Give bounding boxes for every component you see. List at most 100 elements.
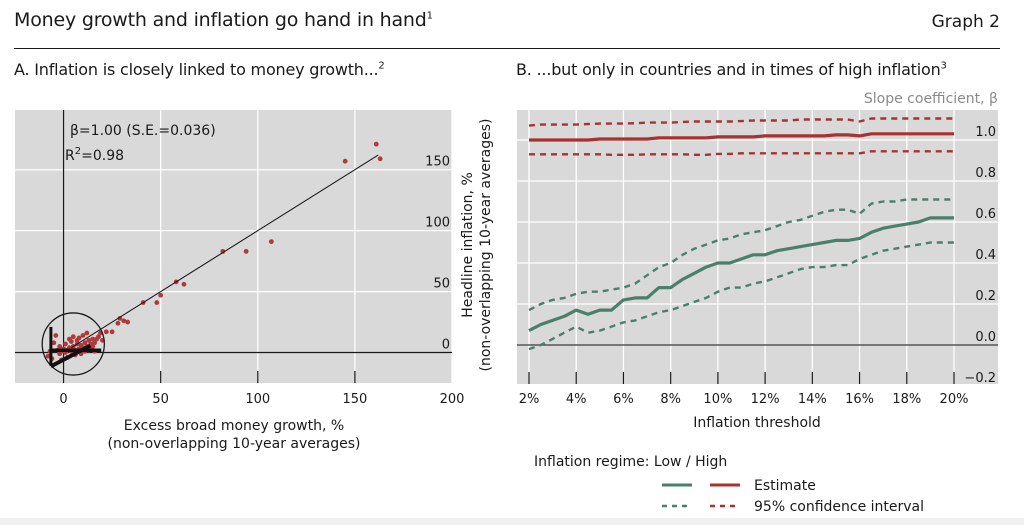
scatter-point [84,330,90,336]
panel-b-gridlines [517,110,998,384]
scatter-point [82,340,88,346]
scatter-point [68,339,74,344]
panel-b-xtick-label: 14% [798,392,827,407]
panel-a-ytick-label: 0 [442,338,450,353]
panel-b-x-ticks: 2% 4% 6% 8% 10% 12% 14% 16% 18% 20% [519,392,969,407]
panel-b-series [528,117,954,351]
scatter-point [74,337,80,343]
scatter-point [109,329,115,335]
panel-b-xtick-label: 6% [613,392,634,407]
panel-a-gridlines [15,110,453,383]
panel-b-ytick-label: 0.2 [975,289,996,304]
panel-a-fit-line [71,154,379,349]
scatter-point [57,344,63,349]
panel-b-ytick-label: 0.8 [975,166,996,181]
scatter-point [86,337,92,343]
panel-b-xtick-label: 4% [566,392,587,407]
panel-a-xtick-label: 200 [440,392,465,407]
panel-a-ytick-label: 50 [433,277,450,292]
scatter-point [373,141,379,147]
legend-heading: Inflation regime: Low / High [534,454,728,470]
panel-a-zoom-circle [41,312,105,376]
zoom-inner-fit [49,343,92,369]
panel-a-xlabel: Excess broad money growth, % [124,418,344,434]
beta-annotation: β=1.00 (S.E.=0.036) [70,123,216,139]
panel-b-plot-area [517,110,998,384]
scatter-point [51,340,57,346]
panel-b-y-ticks: −0.2 0.0 0.2 0.4 0.6 0.8 1.0 [964,125,996,386]
panel-a-ytick-label: 100 [425,216,450,231]
panel-b-ylabel: Slope coefficient, β [864,91,998,107]
graph-title-text: Money growth and inflation go hand in ha… [14,9,427,31]
scatter-point [377,156,383,162]
scatter-point [117,316,123,321]
zoom-circle [41,312,105,376]
low-ci-line [528,241,954,351]
legend-ci-label: 95% confidence interval [754,499,924,515]
graph-number: Graph 2 [931,12,1000,32]
panel-b-ytick-label: 0.6 [975,207,996,222]
scatter-point [78,342,84,348]
panel-b-xtick-label: 8% [660,392,681,407]
scatter-point [90,336,96,342]
panel-b-xtick-label: 10% [703,392,732,407]
scatter-point [342,158,348,164]
r2-sup: 2 [75,146,81,157]
panel-a-xtick-label: 100 [245,392,270,407]
regression-line [71,154,379,349]
scatter-point [80,333,86,338]
scatter-point [63,341,68,347]
panel-a-ylabel: Headline inflation, % [460,172,476,318]
panel-a-xtick-label: 50 [152,392,169,407]
scatter-point [243,248,249,254]
graph-title: Money growth and inflation go hand in ha… [14,9,433,31]
low-ci-line [528,198,954,312]
panel-a-ylabel-sub: (non-overlapping 10-year averages) [478,118,494,371]
scatter-point [53,333,59,338]
panel-b-xtick-label: 12% [751,392,780,407]
high-estimate-line [529,132,954,142]
scatter-point [92,340,98,346]
scatter-point [70,334,76,340]
panel-b-footnote: 3 [940,60,947,72]
r2-annotation: R2=0.98 [65,146,124,164]
panel-a-title: A. Inflation is closely linked to money … [14,60,385,79]
r2-value: =0.98 [81,148,124,164]
panel-a-chart: 0 50 100 150 200 0 50 100 150 β=1.00 (S.E.=0.03… [15,110,494,452]
panel-b-ytick-label: 1.0 [975,125,996,140]
scatter-point [220,248,226,254]
scatter-point [125,319,131,325]
high-ci-line [529,150,954,157]
high-ci-line [528,117,954,127]
panel-b-ytick-label: −0.2 [964,371,996,386]
scatter-point [158,292,164,298]
panel-b-ytick-label: 0.0 [975,330,996,345]
scatter-point [45,353,51,359]
panel-b-xlabel: Inflation threshold [693,415,821,431]
panel-b-title: B. ...but only in countries and in times… [516,60,947,79]
panel-b-xtick-label: 2% [519,392,540,407]
panel-a-xtick-label: 0 [59,392,67,407]
panel-a-ytick-label: 150 [425,155,450,170]
scatter-point [103,329,109,335]
panel-a-footnote: 2 [378,60,385,72]
scatter-point [154,300,160,305]
bottom-strip [0,518,1024,525]
panel-b-xtick-label: 18% [892,392,921,407]
header-rule [14,48,1000,49]
panel-a-axes [15,110,452,383]
scatter-point [90,344,96,349]
panel-a-title-text: A. Inflation is closely linked to money … [14,60,379,79]
title-footnote: 1 [426,10,433,22]
panel-b-xtick-label: 16% [845,392,874,407]
scatter-point [115,320,121,326]
low-estimate-line [528,216,954,333]
panel-a-xtick-label: 150 [342,392,367,407]
panel-b-xtick-label: 20% [940,392,969,407]
scatter-point [181,281,187,287]
panel-a-y-ticks: 0 50 100 150 [425,155,450,353]
scatter-point [268,239,274,245]
panel-a-xlabel-sub: (non-overlapping 10-year averages) [107,436,360,452]
scatter-point [57,351,63,357]
r2-prefix: R [65,148,75,164]
